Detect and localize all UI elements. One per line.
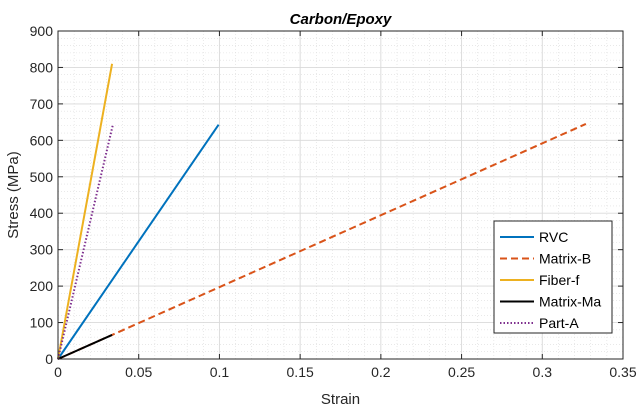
series-line-matrix-ma xyxy=(57,334,113,360)
x-tick-label: 0.15 xyxy=(287,364,314,380)
y-tick-label: 900 xyxy=(30,23,54,39)
y-tick-label: 300 xyxy=(30,242,54,258)
y-tick-labels: 0 100 200 300 400 500 600 700 800 900 xyxy=(30,23,54,367)
y-tick-label: 600 xyxy=(30,132,54,148)
legend-label-part-a: Part-A xyxy=(539,315,579,331)
x-axis-label: Strain xyxy=(321,391,360,408)
x-tick-label: 0.35 xyxy=(609,364,636,380)
y-tick-label: 800 xyxy=(30,59,54,75)
series-layer xyxy=(57,63,587,360)
y-tick-label: 0 xyxy=(45,351,53,367)
y-tick-label: 200 xyxy=(30,278,54,294)
x-tick-label: 0.3 xyxy=(533,364,553,380)
y-tick-label: 100 xyxy=(30,315,54,331)
x-tick-label: 0.1 xyxy=(210,364,230,380)
x-tick-label: 0 xyxy=(54,364,62,380)
legend-box xyxy=(493,220,613,334)
series-line-rvc xyxy=(57,124,220,360)
x-tick-label: 0.25 xyxy=(448,364,475,380)
x-tick-labels: 0 0.05 0.1 0.15 0.2 0.25 0.3 0.35 xyxy=(54,364,637,380)
legend: RVC Matrix-B Fiber-f Matrix-Ma Part-A xyxy=(493,220,613,334)
chart-title: Carbon/Epoxy xyxy=(290,11,392,28)
y-axis-label: Stress (MPa) xyxy=(5,151,22,239)
y-tick-label: 700 xyxy=(30,96,54,112)
series-line-part-a xyxy=(57,124,114,360)
legend-label-matrix-ma: Matrix-Ma xyxy=(539,294,601,310)
y-tick-label: 500 xyxy=(30,169,54,185)
minor-grid xyxy=(58,31,623,359)
axis-ticks xyxy=(57,30,624,360)
legend-label-rvc: RVC xyxy=(539,229,568,245)
plot-frame xyxy=(57,30,624,360)
x-tick-label: 0.05 xyxy=(125,364,152,380)
series-line-fiber-f xyxy=(57,63,114,360)
series-line-matrix-b xyxy=(57,123,587,360)
x-tick-label: 0.2 xyxy=(371,364,391,380)
legend-label-fiber-f: Fiber-f xyxy=(539,272,580,288)
y-tick-label: 400 xyxy=(30,205,54,221)
legend-label-matrix-b: Matrix-B xyxy=(539,251,591,267)
